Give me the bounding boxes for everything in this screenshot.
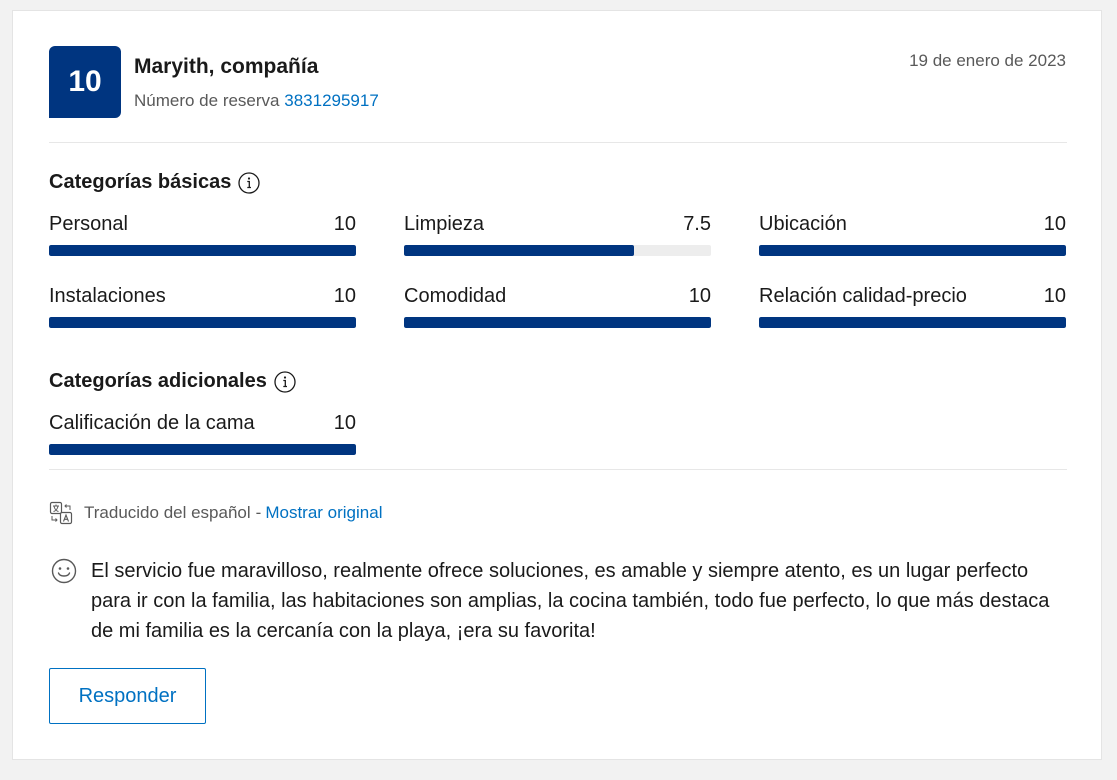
category-score: 10 [333,213,356,235]
score-bar [404,245,711,256]
category-ubicacion: Ubicación 10 [759,213,1066,256]
score-bar [49,444,356,455]
score-bar [759,317,1066,328]
review-score-badge: 10 [49,46,121,118]
info-icon[interactable] [238,171,260,194]
additional-categories-title: Categorías adicionales [49,370,267,392]
info-icon[interactable] [274,370,296,393]
score-bar [759,245,1066,256]
score-bar-fill [404,317,711,328]
category-calificacion-cama: Calificación de la cama 10 [49,412,356,455]
score-bar [49,245,356,256]
category-score: 10 [1043,213,1066,235]
category-label: Calificación de la cama [49,412,255,434]
score-bar-fill [49,317,356,328]
category-relacion-calidad-precio: Relación calidad-precio 10 [759,285,1066,328]
translate-icon [49,501,73,525]
translation-notice: Traducido del español - Mostrar original [49,501,382,525]
basic-categories-heading: Categorías básicas [49,171,260,194]
category-label: Personal [49,213,128,235]
reply-button[interactable]: Responder [49,668,206,724]
translation-text: Traducido del español [84,503,251,522]
guest-name: Maryith, compañía [134,55,319,78]
category-score: 7.5 [683,213,711,235]
score-bar-fill [759,245,1066,256]
reservation-info: Número de reserva 3831295917 [134,91,379,111]
translation-separator: - [255,503,262,522]
additional-categories-heading: Categorías adicionales [49,370,296,393]
score-bar-fill [49,245,356,256]
score-bar [49,317,356,328]
reservation-number-link[interactable]: 3831295917 [284,91,379,110]
show-original-link[interactable]: Mostrar original [265,503,383,522]
review-text: El servicio fue maravilloso, realmente o… [91,560,1050,642]
category-label: Instalaciones [49,285,166,307]
category-comodidad: Comodidad 10 [404,285,711,328]
review-date: 19 de enero de 2023 [909,51,1066,70]
smile-icon [51,558,77,584]
category-label: Limpieza [404,213,485,235]
category-label: Ubicación [759,213,847,235]
score-bar [404,317,711,328]
category-score: 10 [333,285,356,307]
category-instalaciones: Instalaciones 10 [49,285,356,328]
category-label: Relación calidad-precio [759,285,967,307]
score-bar-fill [759,317,1066,328]
category-score: 10 [333,412,356,434]
category-label: Comodidad [404,285,507,307]
basic-categories-title: Categorías básicas [49,171,232,193]
header-divider [49,142,1067,143]
categories-divider [49,469,1067,470]
reservation-label: Número de reserva [134,91,280,110]
category-limpieza: Limpieza 7.5 [404,213,711,256]
score-bar-fill [49,444,356,455]
category-personal: Personal 10 [49,213,356,256]
review-card: 10 Maryith, compañía Número de reserva 3… [12,10,1102,760]
category-score: 10 [688,285,711,307]
score-bar-fill [404,245,635,256]
category-score: 10 [1043,285,1066,307]
